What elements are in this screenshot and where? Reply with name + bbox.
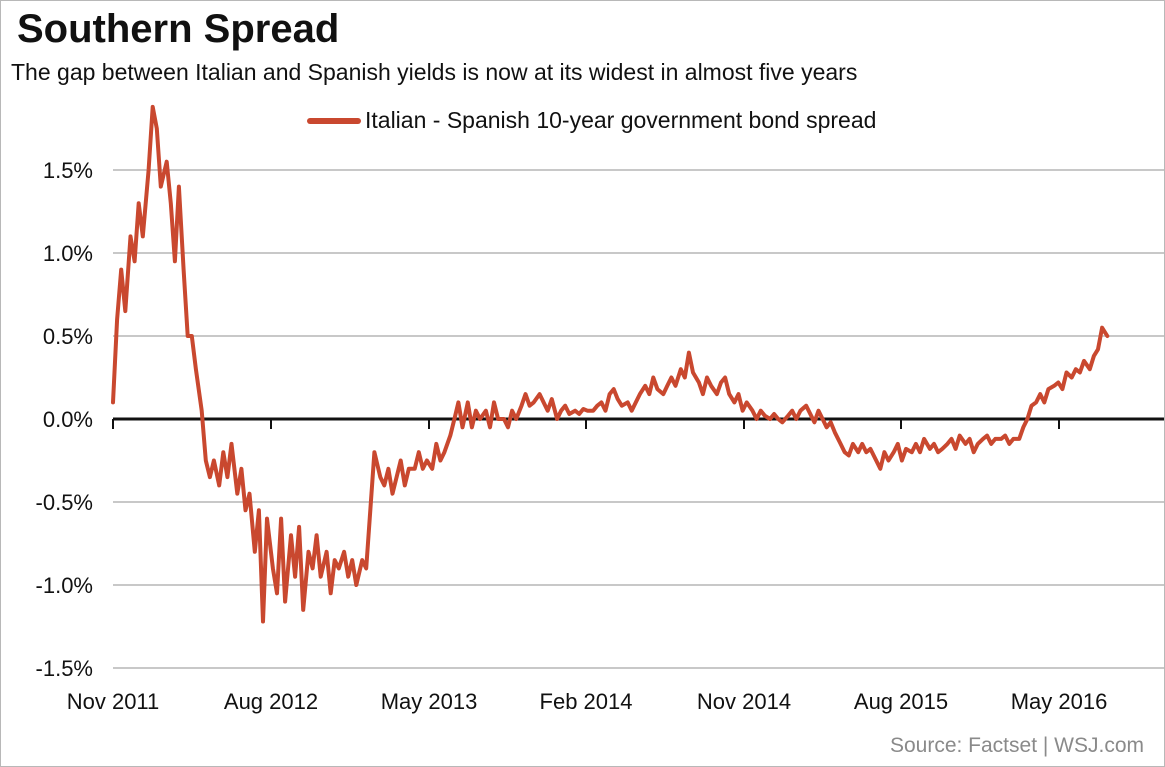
y-tick-label: -0.5% [36,490,93,515]
y-tick-label: 1.0% [43,241,93,266]
y-tick-label: 0.5% [43,324,93,349]
x-tick-label: Feb 2014 [540,689,633,714]
y-tick-label: -1.5% [36,656,93,681]
x-tick-label: Aug 2012 [224,689,318,714]
chart-title: Southern Spread [17,7,340,51]
x-tick-label: Aug 2015 [854,689,948,714]
x-tick-label: May 2016 [1011,689,1108,714]
legend-label: Italian - Spanish 10-year government bon… [365,107,877,133]
legend: Italian - Spanish 10-year government bon… [307,107,876,134]
x-tick-label: Nov 2011 [67,689,160,714]
y-tick-label: 0.0% [43,407,93,432]
y-tick-label: -1.0% [36,573,93,598]
legend-swatch [307,117,361,124]
x-tick-label: May 2013 [381,689,478,714]
y-tick-label: 1.5% [43,158,93,183]
chart-subtitle: The gap between Italian and Spanish yiel… [11,59,858,85]
source-note: Source: Factset | WSJ.com [889,734,1144,757]
series-line [111,104,1110,624]
x-tick-label: Nov 2014 [697,689,791,714]
